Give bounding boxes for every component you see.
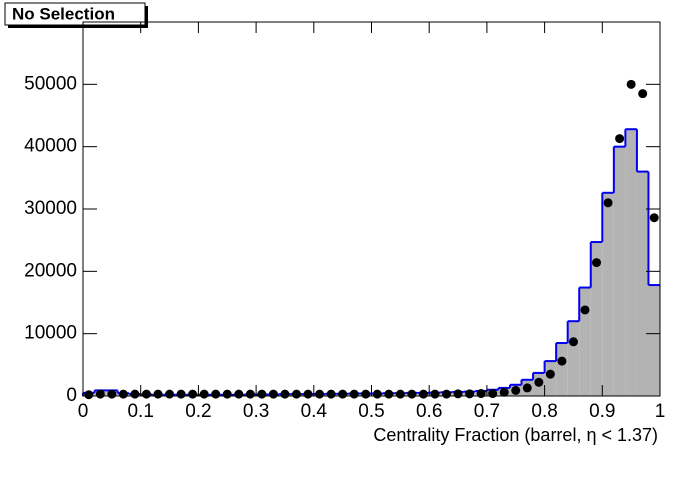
data-point xyxy=(257,389,267,399)
data-point xyxy=(488,389,498,399)
title-box xyxy=(4,2,146,26)
data-point xyxy=(372,389,382,399)
histogram-bar xyxy=(625,129,637,397)
x-tick-label: 1 xyxy=(655,401,666,422)
x-tick-label: 0.4 xyxy=(301,401,328,422)
data-point xyxy=(280,389,290,399)
data-point xyxy=(361,389,371,399)
data-point xyxy=(580,305,590,315)
data-point xyxy=(649,213,659,223)
data-point xyxy=(349,389,359,399)
data-point xyxy=(291,389,301,399)
histogram-bar xyxy=(613,146,626,396)
histogram-bar xyxy=(602,192,614,396)
data-point xyxy=(522,383,532,393)
data-point xyxy=(176,389,186,399)
data-point xyxy=(430,389,440,399)
histogram-bar xyxy=(590,242,603,396)
data-point xyxy=(592,258,602,268)
data-point xyxy=(442,389,452,399)
data-point xyxy=(338,389,348,399)
data-point xyxy=(130,389,140,399)
y-tick-label: 50000 xyxy=(24,73,77,94)
data-point xyxy=(384,389,394,399)
histogram-bar xyxy=(567,321,580,396)
data-point xyxy=(245,389,255,399)
data-point xyxy=(315,389,325,399)
data-point xyxy=(638,89,648,99)
data-point xyxy=(557,356,567,366)
data-point xyxy=(95,389,105,399)
data-point xyxy=(615,134,625,144)
y-tick-label: 40000 xyxy=(24,136,77,157)
y-tick-label: 30000 xyxy=(24,198,77,219)
histogram-bar xyxy=(579,287,591,396)
data-point xyxy=(545,369,555,379)
data-point xyxy=(407,389,417,399)
y-tick-label: 10000 xyxy=(24,323,77,344)
x-tick-label: 0.5 xyxy=(358,401,384,422)
data-point xyxy=(222,389,232,399)
data-point xyxy=(603,198,613,208)
x-tick-label: 0.7 xyxy=(474,401,500,422)
data-point xyxy=(499,387,509,397)
data-point xyxy=(268,389,278,399)
data-point xyxy=(395,389,405,399)
x-tick-label: 0.6 xyxy=(416,401,442,422)
data-point xyxy=(141,389,151,399)
x-tick-label: 0.9 xyxy=(589,401,615,422)
data-point xyxy=(165,389,175,399)
data-point xyxy=(188,389,198,399)
data-point xyxy=(199,389,209,399)
data-point xyxy=(476,389,486,399)
x-axis-label: Centrality Fraction (barrel, η < 1.37) xyxy=(373,425,658,445)
histogram-bar xyxy=(636,171,649,396)
data-point xyxy=(303,389,313,399)
data-point xyxy=(211,389,221,399)
data-point xyxy=(626,79,636,89)
histogram-bar xyxy=(556,343,568,396)
y-tick-label: 0 xyxy=(66,385,77,406)
data-point xyxy=(568,337,578,347)
data-point xyxy=(107,389,117,399)
data-point xyxy=(326,389,336,399)
histogram-bar xyxy=(648,285,660,396)
data-point xyxy=(118,389,128,399)
x-tick-label: 0.1 xyxy=(127,401,153,422)
chart-title: No Selection xyxy=(12,4,115,23)
data-point xyxy=(418,389,428,399)
data-point xyxy=(534,377,544,387)
data-point xyxy=(511,385,521,395)
data-point xyxy=(453,389,463,399)
x-tick-label: 0.3 xyxy=(243,401,269,422)
y-tick-label: 20000 xyxy=(24,260,77,281)
data-point xyxy=(465,389,475,399)
x-tick-label: 0 xyxy=(78,401,89,422)
data-point xyxy=(153,389,163,399)
data-point xyxy=(84,390,94,400)
x-tick-label: 0.2 xyxy=(185,401,211,422)
x-tick-label: 0.8 xyxy=(531,401,557,422)
data-point xyxy=(234,389,244,399)
